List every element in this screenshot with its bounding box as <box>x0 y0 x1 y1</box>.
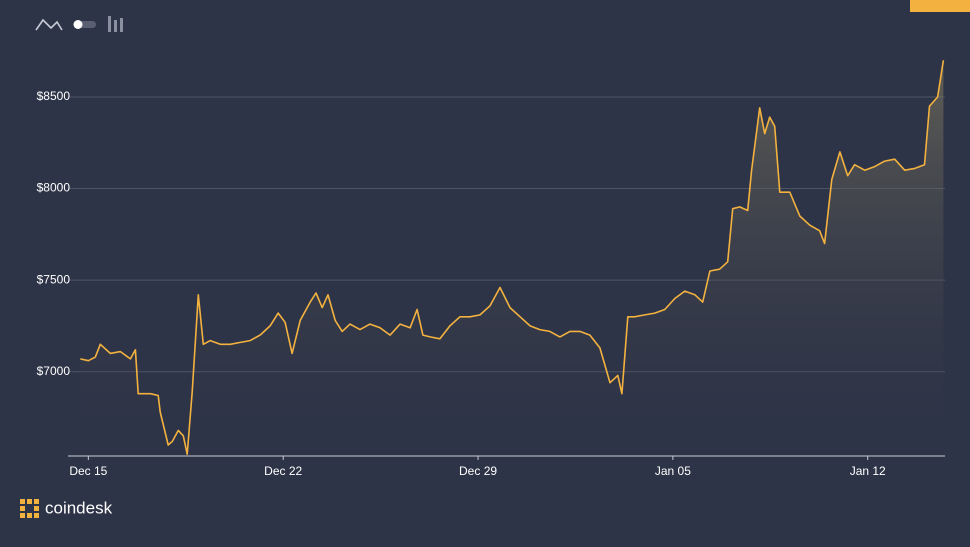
y-tick-label: $8000 <box>37 181 71 195</box>
corner-button[interactable] <box>910 0 970 12</box>
x-tick-label: Jan 12 <box>850 464 886 478</box>
x-tick-label: Dec 22 <box>264 464 302 478</box>
y-tick-label: $8500 <box>37 89 71 103</box>
x-tick-label: Dec 29 <box>459 464 497 478</box>
x-tick-label: Dec 15 <box>69 464 107 478</box>
y-tick-label: $7000 <box>37 364 71 378</box>
logo <box>20 499 39 518</box>
x-tick-label: Jan 05 <box>655 464 691 478</box>
area <box>80 60 944 457</box>
price-line <box>80 60 945 455</box>
y-tick-label: $7500 <box>37 272 71 286</box>
chart-type-toggle[interactable] <box>35 16 123 32</box>
brand-name: coindesk <box>45 498 113 517</box>
